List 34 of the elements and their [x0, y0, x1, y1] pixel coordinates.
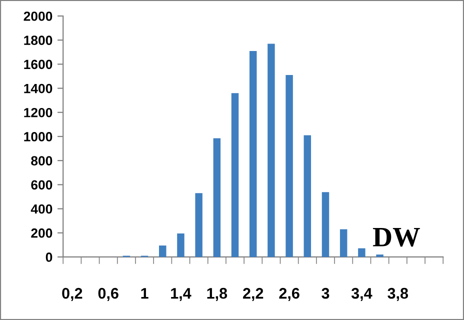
y-tick-label: 400	[30, 204, 52, 214]
bar	[268, 44, 275, 257]
x-tick-label: 2,6	[279, 288, 300, 301]
y-tick-label: 600	[31, 180, 52, 190]
bar	[322, 192, 330, 257]
bar	[249, 50, 257, 257]
x-tick-label: 3	[322, 288, 330, 299]
y-tick-label: 1400	[24, 84, 52, 94]
y-tick-label: 1600	[24, 60, 52, 70]
y-tick-label: 1800	[24, 36, 52, 46]
bar	[213, 138, 221, 257]
bar	[340, 229, 348, 257]
annotation: DW	[372, 228, 420, 247]
bar	[177, 233, 184, 257]
x-tick-label: 1	[141, 288, 148, 299]
x-tick-label: 3,8	[388, 288, 408, 301]
y-tick-label: 2000	[24, 12, 52, 21]
x-tick-label: 0,2	[62, 288, 82, 301]
y-tick-label: 200	[31, 228, 52, 238]
x-tick-label: 3,4	[351, 288, 372, 301]
bar	[304, 135, 312, 257]
y-tick-label: 0	[46, 252, 52, 262]
x-tick-label: 2,2	[243, 288, 264, 301]
y-tick-label: 1200	[24, 108, 52, 118]
bar	[231, 93, 239, 257]
bar	[195, 193, 202, 257]
y-tick-label: 1000	[24, 132, 52, 142]
bar	[358, 248, 366, 257]
x-tick-label: 0,6	[98, 288, 118, 301]
y-tick-label: 800	[31, 156, 52, 166]
bar	[159, 246, 166, 257]
x-tick-label: 1,4	[171, 288, 192, 301]
bar	[286, 75, 293, 257]
x-tick-label: 1,8	[207, 288, 228, 301]
